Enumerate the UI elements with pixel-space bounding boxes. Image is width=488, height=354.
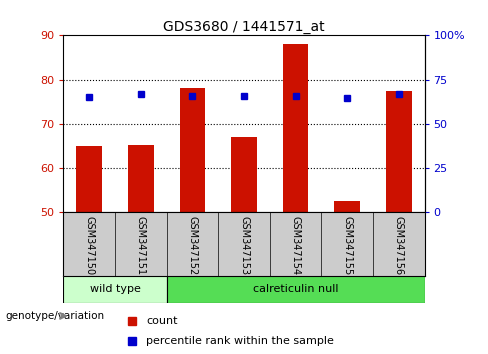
Title: GDS3680 / 1441571_at: GDS3680 / 1441571_at bbox=[163, 21, 325, 34]
Text: genotype/variation: genotype/variation bbox=[5, 311, 104, 321]
Text: GSM347153: GSM347153 bbox=[239, 216, 249, 275]
Text: wild type: wild type bbox=[90, 284, 141, 295]
Text: GSM347154: GSM347154 bbox=[290, 216, 301, 275]
Text: count: count bbox=[146, 315, 178, 326]
Text: percentile rank within the sample: percentile rank within the sample bbox=[146, 336, 334, 346]
Bar bbox=[180, 88, 205, 212]
Text: GSM347156: GSM347156 bbox=[394, 216, 404, 275]
Bar bbox=[386, 91, 412, 212]
Text: GSM347152: GSM347152 bbox=[187, 216, 198, 275]
Bar bbox=[231, 137, 257, 212]
Bar bbox=[334, 201, 360, 212]
Bar bbox=[128, 145, 154, 212]
Bar bbox=[166, 276, 425, 303]
Text: GSM347151: GSM347151 bbox=[136, 216, 146, 275]
Bar bbox=[63, 276, 166, 303]
Text: calreticulin null: calreticulin null bbox=[253, 284, 338, 295]
Bar bbox=[76, 146, 102, 212]
Text: GSM347155: GSM347155 bbox=[342, 216, 352, 275]
Bar bbox=[283, 44, 308, 212]
Text: GSM347150: GSM347150 bbox=[84, 216, 94, 275]
